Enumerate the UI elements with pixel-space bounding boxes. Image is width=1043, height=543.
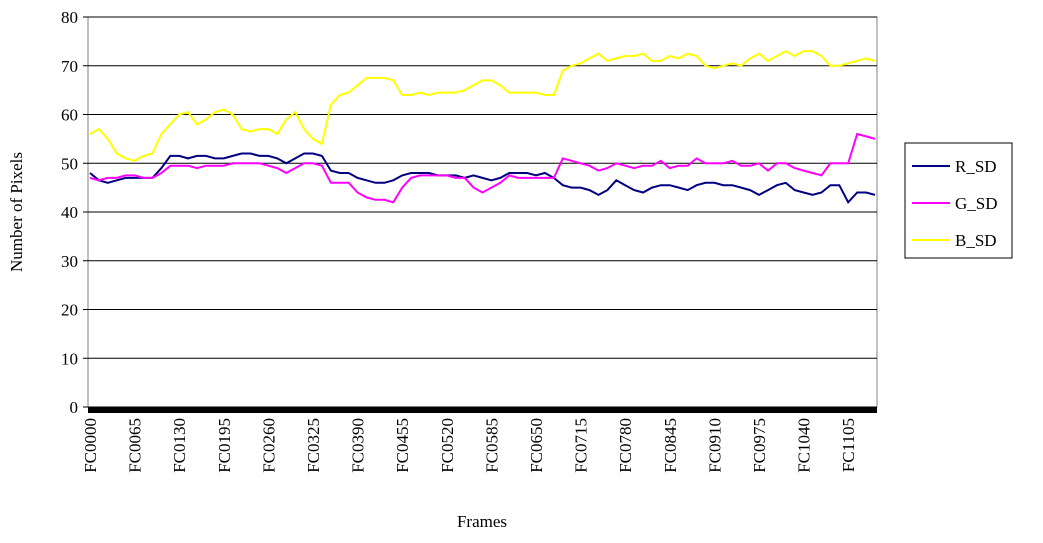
x-tick-label: FC1105: [839, 418, 858, 472]
y-tick-label: 20: [61, 301, 78, 320]
series-line: [89, 152, 876, 205]
x-tick-label: FC0715: [572, 418, 591, 473]
x-tick-label: FC0455: [393, 418, 412, 473]
x-tick-label: FC0845: [661, 418, 680, 473]
y-axis-label: Number of Pixels: [7, 152, 26, 272]
x-tick-label: FC0390: [349, 418, 368, 473]
series-line: [89, 49, 876, 162]
y-tick-label: 60: [61, 106, 78, 125]
x-tick-label: FC1040: [795, 418, 814, 473]
x-tick-label: FC0195: [215, 418, 234, 473]
x-tick-label: FC0780: [616, 418, 635, 473]
x-tick-label: FC0650: [527, 418, 546, 473]
x-axis-band: [88, 407, 877, 413]
x-tick-label: FC0585: [482, 418, 501, 473]
legend-label: B_SD: [955, 231, 997, 250]
y-tick-label: 50: [61, 154, 78, 173]
y-tick-label: 70: [61, 57, 78, 76]
series-line: [89, 132, 876, 204]
x-tick-label: FC0260: [259, 418, 278, 473]
legend-label: G_SD: [955, 194, 998, 213]
y-tick-label: 80: [61, 8, 78, 27]
x-tick-label: FC0910: [705, 418, 724, 473]
x-tick-label: FC0325: [304, 418, 323, 473]
x-tick-label: FC0000: [81, 418, 100, 473]
legend-label: R_SD: [955, 157, 997, 176]
x-tick-label: FC0130: [170, 418, 189, 473]
y-tick-label: 0: [70, 398, 79, 417]
y-tick-label: 40: [61, 203, 78, 222]
x-tick-label: FC0520: [438, 418, 457, 473]
y-tick-label: 30: [61, 252, 78, 271]
x-tick-label: FC0975: [750, 418, 769, 473]
y-tick-label: 10: [61, 349, 78, 368]
x-axis-label: Frames: [457, 512, 507, 531]
legend: [904, 142, 1013, 259]
x-tick-label: FC0065: [126, 418, 145, 473]
